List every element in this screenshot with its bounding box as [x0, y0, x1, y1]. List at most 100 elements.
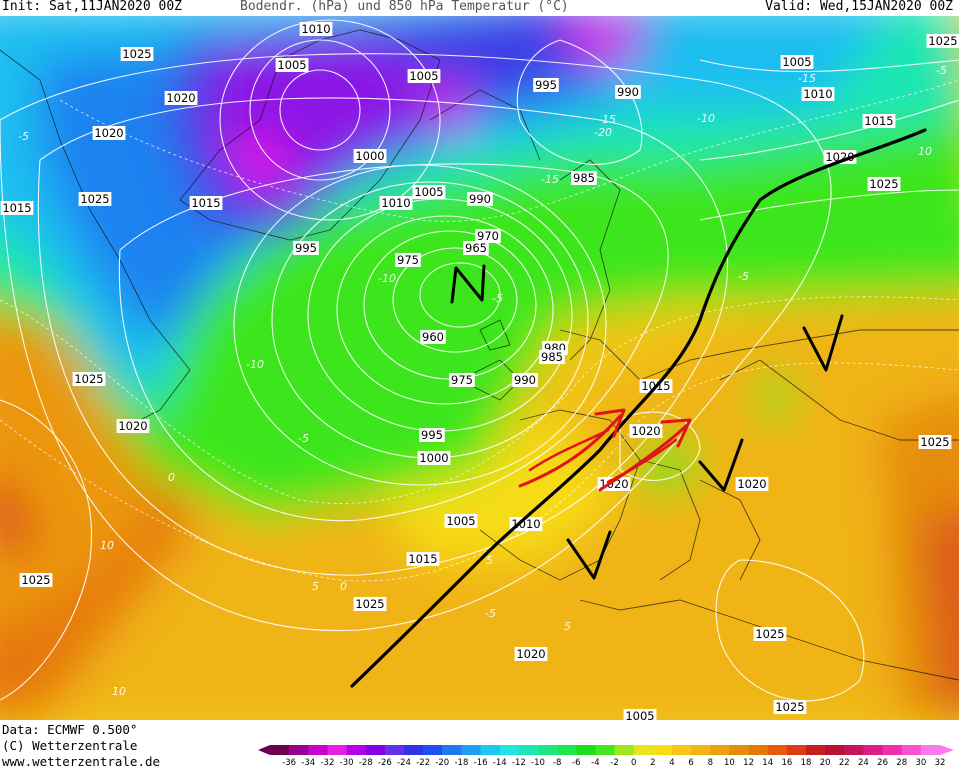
isobar-value: 1005	[446, 514, 475, 528]
high-symbol-V-3	[698, 438, 744, 492]
isobar-value: 1025	[928, 34, 957, 48]
website-url: www.wetterzentrale.de	[2, 754, 161, 769]
colorbar-tick-label: -4	[591, 758, 599, 767]
isobar-label: 1020	[92, 126, 126, 140]
isobar-label: 1000	[353, 149, 387, 163]
temperature-isoline-value: -5	[936, 64, 947, 77]
isobar-label: 1005	[407, 69, 441, 83]
colorbar-tick-label: -28	[359, 758, 373, 767]
colorbar-swatch	[289, 745, 309, 755]
isobar-label: 1005	[412, 185, 446, 199]
colorbar-swatch	[633, 745, 654, 755]
isobar-value: 1025	[869, 177, 898, 191]
colorbar-swatch	[844, 745, 864, 755]
isobar-label: 995	[533, 78, 559, 92]
temperature-isoline-value: 0	[168, 471, 175, 484]
chart-title: Bodendr. (hPa) und 850 hPa Temperatur (°…	[240, 0, 569, 14]
colorbar-tick-label: 4	[669, 758, 674, 767]
red-arrow-1-head	[594, 408, 626, 438]
temperature-colorbar: -36 -34 -32 -30 -28 -26 -24 -22 -20 -18 -16 -14 -12-…	[258, 745, 954, 767]
isobar-label: 1005	[275, 58, 309, 72]
isobar-value: 1005	[409, 69, 438, 83]
colorbar-swatch	[461, 745, 482, 755]
isobar-label: 1010	[801, 87, 835, 101]
isobar-value: 995	[535, 78, 557, 92]
temperature-isoline-value: -15	[798, 72, 816, 85]
isobar-value: 1005	[414, 185, 443, 199]
temperature-isoline-value: -5	[298, 432, 309, 445]
temperature-labels: -15-20-15-10-15-5-10-5-5-10 -5010-5550510…	[18, 64, 947, 698]
temperature-isoline-value: -10	[378, 272, 396, 285]
temperature-isoline-value: 10	[112, 685, 126, 698]
isobar-value: 1025	[920, 435, 949, 449]
colorbar-tick-label: -24	[397, 758, 411, 767]
isobar-value: 1010	[301, 22, 330, 36]
colorbar-swatch	[672, 745, 692, 755]
colorbar-tick-label: 32	[935, 758, 946, 767]
low-symbol-N	[450, 264, 486, 304]
colorbar-tick-label: -8	[553, 758, 561, 767]
colorbar-tick-label: -32	[320, 758, 334, 767]
isobar-value: 1020	[737, 477, 766, 491]
isobar-label: 995	[419, 428, 445, 442]
isobar-value: 975	[451, 373, 473, 387]
colorbar-tick-label: 8	[708, 758, 713, 767]
colorbar-swatch	[327, 745, 348, 755]
isobar-label: 1010	[379, 196, 413, 210]
isobar-label: 1025	[773, 700, 807, 714]
temperature-isoline-value: -5	[485, 607, 496, 620]
isobar-value: 1025	[80, 192, 109, 206]
isobar-value: 995	[421, 428, 443, 442]
isobar-label: 990	[467, 192, 493, 206]
isobar-label: 975	[395, 253, 421, 267]
colorbar-tick-label: -22	[416, 758, 430, 767]
colorbar-swatch	[595, 745, 616, 755]
isobar-label: 1025	[19, 573, 53, 587]
isobar-value: 1020	[94, 126, 123, 140]
temperature-isoline-value: -5	[18, 130, 29, 143]
isobar-value: 960	[422, 330, 444, 344]
colorbar-swatch	[806, 745, 826, 755]
isobar-label: 1005	[780, 55, 814, 69]
temperature-isolines	[0, 79, 959, 582]
red-arrow-2b	[606, 438, 678, 484]
isobar-label: 1025	[72, 372, 106, 386]
colorbar-tick-label: -34	[301, 758, 315, 767]
colorbar-tick-label: -12	[512, 758, 526, 767]
isobar-value: 1025	[122, 47, 151, 61]
colorbar-swatch	[901, 745, 922, 755]
colorbar-right-arrow	[940, 745, 954, 755]
colorbar-tick-label: -6	[572, 758, 580, 767]
temperature-field	[0, 16, 959, 720]
high-symbol-V-2	[802, 314, 844, 372]
isobar-label: 1015	[862, 114, 896, 128]
temperature-isoline-value: -10	[246, 358, 264, 371]
colorbar-swatch	[384, 745, 405, 755]
colorbar-tick-label: 10	[724, 758, 735, 767]
colorbar-tick-label: -2	[610, 758, 618, 767]
red-arrow-1b	[528, 428, 610, 472]
colorbar-left-arrow	[258, 745, 270, 755]
colorbar-swatch	[710, 745, 730, 755]
isobar-value: 1025	[21, 573, 50, 587]
isobar-value: 1020	[118, 419, 147, 433]
isobar-label: 985	[571, 171, 597, 185]
isobar-label: 1025	[753, 627, 787, 641]
colorbar-tick-label: -18	[454, 758, 468, 767]
colorbar-tick-label: -30	[340, 758, 354, 767]
colorbar-swatch	[691, 745, 711, 755]
isobar-label: 985	[539, 350, 565, 364]
isobar-label: 1025	[78, 192, 112, 206]
isobar-value: 1015	[408, 552, 437, 566]
colorbar-swatch	[920, 745, 941, 755]
isobar-value: 990	[617, 85, 639, 99]
isobar-value: 1025	[355, 597, 384, 611]
analysis-annotations	[350, 128, 927, 688]
colorbar-swatch	[748, 745, 769, 755]
colorbar-swatch	[538, 745, 558, 755]
colorbar-tick-label: 20	[820, 758, 831, 767]
colorbar-swatch	[652, 745, 673, 755]
colorbar-swatch	[270, 745, 290, 755]
temperature-isoline-value: -15	[541, 173, 559, 186]
red-arrow-2	[598, 424, 688, 492]
